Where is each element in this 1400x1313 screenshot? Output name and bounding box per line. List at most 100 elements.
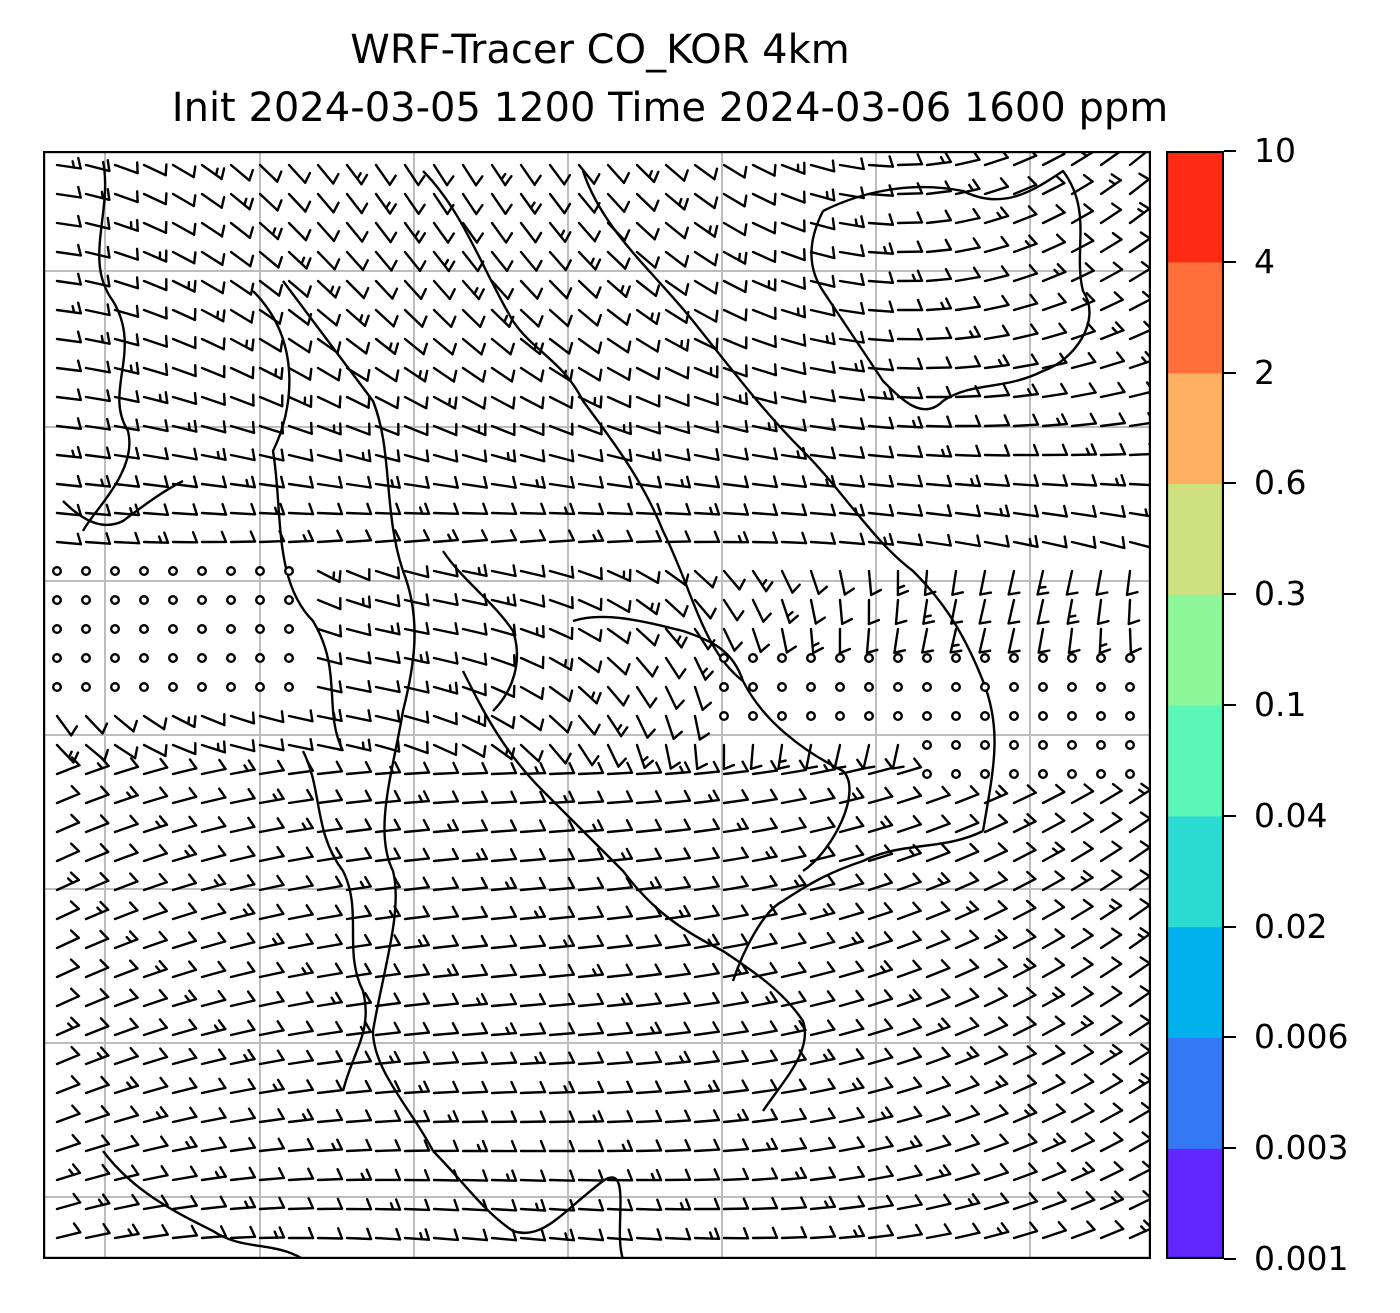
wind-barb: [519, 685, 545, 700]
wind-barb: [316, 904, 343, 921]
wind-barb: [838, 960, 865, 979]
wind-barb: [722, 531, 750, 544]
wind-barb: [896, 445, 924, 458]
wind-barb: [316, 279, 341, 299]
wind-barb: [84, 929, 110, 950]
wind-barb: [925, 326, 953, 341]
wind-barb: [577, 395, 603, 409]
wind-barb: [1041, 783, 1066, 805]
wind-barb: [403, 449, 430, 463]
calm-circle: [196, 624, 207, 635]
wind-barb: [200, 1048, 227, 1066]
wind-barb: [113, 901, 139, 921]
wind-barb: [838, 931, 865, 950]
wind-barb: [374, 594, 401, 608]
calm-circle: [777, 682, 788, 693]
wind-barb: [200, 873, 227, 892]
colorbar-segment: [1166, 1148, 1224, 1259]
wind-barb: [548, 221, 572, 243]
wind-barb: [113, 1193, 140, 1211]
wind-barb: [1012, 413, 1040, 428]
colorbar-tick-label: 10: [1254, 131, 1296, 170]
wind-barb: [577, 685, 602, 705]
wind-barb: [983, 474, 1011, 487]
wind-barb: [142, 1194, 169, 1211]
wind-barb: [693, 714, 710, 741]
wind-barb: [780, 305, 807, 319]
wind-barb: [287, 1020, 314, 1037]
wind-barb: [490, 623, 517, 637]
wind-barb: [606, 221, 631, 242]
wind-barb: [519, 279, 544, 300]
wind-barb: [722, 875, 749, 892]
wind-barb: [403, 992, 431, 1008]
wind-barb: [693, 250, 719, 267]
coastline-northeast-b: [810, 210, 944, 411]
wind-barb: [606, 394, 632, 409]
wind-barb: [287, 1167, 315, 1182]
wind-barb: [316, 846, 343, 863]
wind-barb: [548, 743, 572, 765]
wind-barb: [519, 1139, 547, 1153]
wind-barb: [954, 534, 981, 548]
wind-barb: [229, 448, 256, 462]
wind-barb: [374, 622, 401, 636]
calm-circle: [777, 653, 788, 664]
wind-barb: [316, 221, 340, 243]
calm-circle: [109, 682, 120, 693]
wind-barb: [316, 569, 342, 584]
wind-barb: [1099, 869, 1123, 892]
calm-circle: [806, 682, 817, 693]
wind-barb: [838, 902, 865, 921]
wind-barb: [722, 962, 749, 979]
wind-barb: [635, 221, 660, 241]
wind-barb: [316, 395, 342, 409]
wind-barb: [983, 294, 1010, 312]
wind-barb: [954, 266, 981, 283]
wind-barb: [896, 474, 924, 488]
wind-barb: [461, 529, 489, 544]
colorbar-tick-mark: [1224, 704, 1236, 706]
wind-barb: [1096, 598, 1110, 625]
wind-barb: [142, 306, 168, 320]
wind-barb: [896, 240, 924, 254]
wind-barb: [693, 1109, 721, 1124]
wind-barb: [635, 905, 662, 921]
wind-barb: [751, 1196, 779, 1211]
wind-barb: [432, 622, 459, 636]
wind-barb: [950, 598, 964, 625]
wind-barb: [171, 873, 198, 892]
wind-barb: [548, 656, 574, 671]
wind-barb: [229, 393, 255, 407]
wind-barb: [200, 1225, 228, 1240]
wind-barb: [983, 534, 1010, 548]
wind-barb: [954, 1075, 980, 1095]
wind-barb: [113, 1076, 140, 1095]
wind-barb: [258, 710, 285, 724]
wind-barb: [635, 1051, 663, 1066]
wind-barb: [345, 1021, 372, 1037]
wind-barb: [780, 1166, 808, 1182]
calm-circle: [1066, 711, 1077, 722]
wind-barb: [867, 1194, 894, 1211]
wind-barb: [461, 934, 489, 950]
wind-barb: [780, 161, 806, 175]
wind-barb: [867, 1106, 894, 1124]
colorbar-tick-mark: [1224, 260, 1236, 263]
wind-barb: [751, 991, 778, 1008]
calm-circle: [51, 566, 62, 577]
wind-barb: [922, 598, 936, 625]
wind-barb: [403, 565, 430, 579]
wind-barb: [461, 593, 488, 607]
wind-barb: [84, 900, 110, 921]
wind-barb: [84, 303, 111, 317]
wind-barb: [722, 392, 749, 406]
calm-circle: [283, 624, 294, 635]
calm-circle: [1124, 740, 1135, 751]
wind-barb: [925, 814, 951, 834]
wind-barb: [921, 627, 935, 654]
wind-barb: [722, 789, 749, 805]
wind-barb: [432, 449, 459, 463]
wind-barb: [925, 445, 953, 458]
wind-barb: [84, 446, 112, 460]
